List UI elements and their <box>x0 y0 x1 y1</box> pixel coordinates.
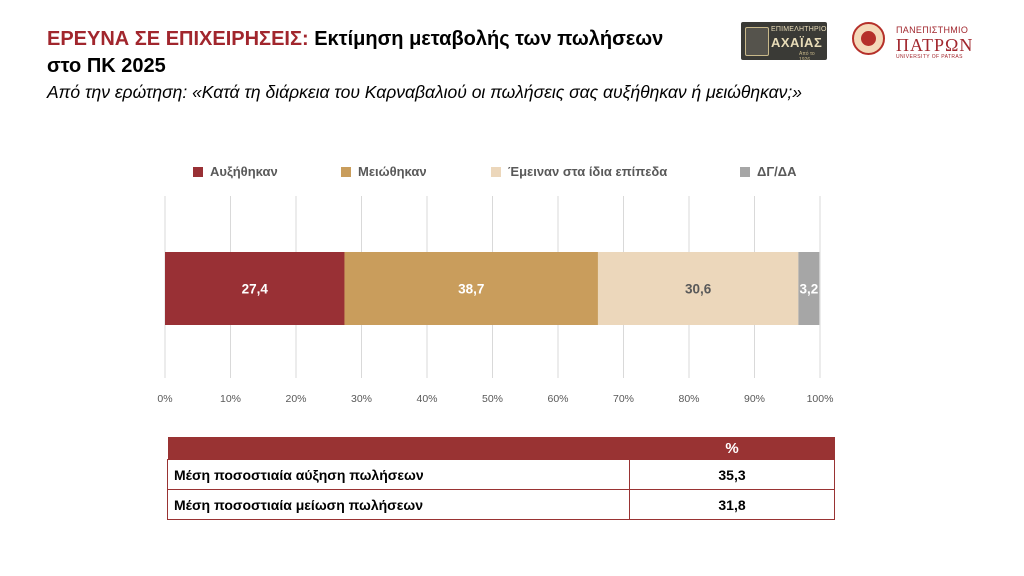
university-seal-icon <box>852 22 885 55</box>
x-tick-label: 70% <box>613 393 634 405</box>
summary-row-label: Μέση ποσοστιαία μείωση πωλήσεων <box>167 489 630 520</box>
table-row: Μέση ποσοστιαία μείωση πωλήσεων 31,8 <box>167 489 835 520</box>
legend-item-dk: ΔΓ/ΔΑ <box>740 164 797 179</box>
chamber-logo-line1: ΕΠΙΜΕΛΗΤΗΡΙΟ <box>771 26 827 33</box>
summary-header-row: % <box>167 437 835 460</box>
x-tick-label: 80% <box>678 393 699 405</box>
bar-segment <box>165 252 345 325</box>
title-prefix: ΕΡΕΥΝΑ ΣΕ ΕΠΙΧΕΙΡΗΣΕΙΣ: <box>47 28 309 50</box>
legend-item-same: Έμειναν στα ίδια επίπεδα <box>491 164 667 179</box>
title-main: Εκτίμηση μεταβολής των πωλήσεων <box>314 28 664 50</box>
legend-item-increased: Αυξήθηκαν <box>193 164 278 179</box>
bar-segment <box>597 252 799 325</box>
x-tick-label: 10% <box>220 393 241 405</box>
survey-question: Από την ερώτηση: «Κατά τη διάρκεια του Κ… <box>47 82 802 102</box>
x-tick-label: 40% <box>416 393 437 405</box>
bar-data-label: 30,6 <box>685 282 712 297</box>
summary-header-percent: % <box>629 437 835 460</box>
x-tick-label: 0% <box>157 393 172 405</box>
x-tick-label: 50% <box>482 393 503 405</box>
chamber-logo: ΕΠΙΜΕΛΗΤΗΡΙΟ ΑΧΑΪΑΣ Από το 1926 <box>741 22 827 60</box>
x-tick-label: 90% <box>744 393 765 405</box>
x-tick-label: 20% <box>285 393 306 405</box>
legend-label-increased: Αυξήθηκαν <box>210 164 278 179</box>
chamber-logo-line2: ΑΧΑΪΑΣ <box>771 35 823 50</box>
title-line-2: στο ΠΚ 2025 <box>47 55 166 77</box>
chamber-logo-line3: Από το 1926 <box>799 51 815 60</box>
title-line-1: ΕΡΕΥΝΑ ΣΕ ΕΠΙΧΕΙΡΗΣΕΙΣ: Εκτίμηση μεταβολ… <box>47 26 663 53</box>
legend-label-dk: ΔΓ/ΔΑ <box>757 164 797 179</box>
legend-swatch-decreased <box>341 166 351 177</box>
university-logo: ΠΑΝΕΠΙΣΤΗΜΙΟ ΠΑΤΡΩΝ UNIVERSITY OF PATRAS <box>850 21 975 61</box>
university-logo-line2: ΠΑΤΡΩΝ <box>896 35 974 55</box>
x-tick-label: 30% <box>351 393 372 405</box>
summary-row-value: 35,3 <box>629 459 835 490</box>
chamber-seal-icon <box>745 27 769 56</box>
table-row: Μέση ποσοστιαία αύξηση πωλήσεων 35,3 <box>167 459 835 490</box>
legend-swatch-dk <box>740 166 750 177</box>
summary-row-label: Μέση ποσοστιαία αύξηση πωλήσεων <box>167 459 630 490</box>
bar-segment <box>798 252 820 325</box>
summary-header-label <box>167 437 630 460</box>
bar-segment <box>344 252 598 325</box>
summary-table: % Μέση ποσοστιαία αύξηση πωλήσεων 35,3 Μ… <box>167 437 835 520</box>
summary-row-value: 31,8 <box>629 489 835 520</box>
university-logo-line1: ΠΑΝΕΠΙΣΤΗΜΙΟ <box>896 25 969 35</box>
university-logo-line3: UNIVERSITY OF PATRAS <box>896 54 963 60</box>
bar-data-label: 3,2 <box>799 282 818 297</box>
legend-item-decreased: Μειώθηκαν <box>341 164 427 179</box>
legend-swatch-increased <box>193 166 203 177</box>
legend-label-decreased: Μειώθηκαν <box>358 164 427 179</box>
chart-legend: Αυξήθηκαν Μειώθηκαν Έμειναν στα ίδια επί… <box>0 164 1024 184</box>
bar-data-label: 27,4 <box>242 282 269 297</box>
page-title: ΕΡΕΥΝΑ ΣΕ ΕΠΙΧΕΙΡΗΣΕΙΣ: Εκτίμηση μεταβολ… <box>47 26 663 80</box>
legend-label-same: Έμειναν στα ίδια επίπεδα <box>508 164 668 179</box>
bar-data-label: 38,7 <box>458 282 484 297</box>
x-tick-label: 60% <box>547 393 568 405</box>
legend-swatch-same <box>491 166 501 177</box>
x-tick-label: 100% <box>807 393 834 405</box>
